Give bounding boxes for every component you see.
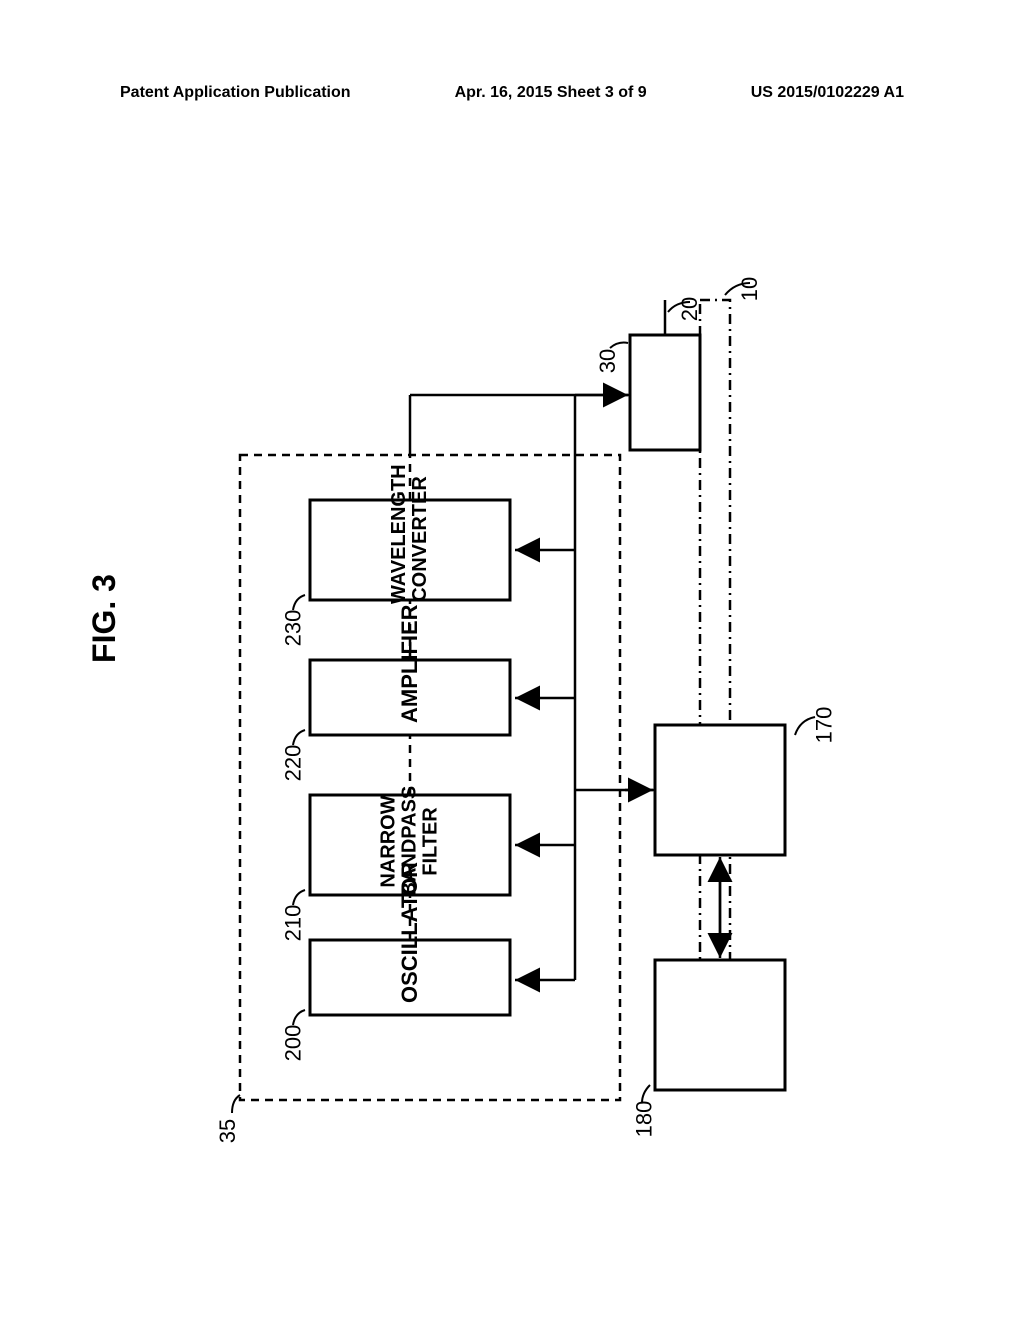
ref-200: 200 xyxy=(280,1025,306,1062)
ref-220: 220 xyxy=(280,745,306,782)
figure-title: FIG. 3 xyxy=(86,574,123,663)
ref-180: 180 xyxy=(631,1101,657,1138)
ref-10: 10 xyxy=(737,277,763,301)
converter-label: WAVELENGTHCONVERTER xyxy=(389,474,431,604)
diagram-svg xyxy=(180,240,860,1140)
oscillator-label: OSCILLATOR xyxy=(397,953,423,1003)
amplifier-label: AMPLIFIER xyxy=(397,673,423,723)
header-left: Patent Application Publication xyxy=(120,84,351,102)
ref-170: 170 xyxy=(811,707,837,744)
header-center: Apr. 16, 2015 Sheet 3 of 9 xyxy=(455,84,647,102)
ref-30: 30 xyxy=(595,349,621,373)
filter-label: NARROWBANDPASSFILTER xyxy=(379,787,442,897)
diagram: OSCILLATOR NARROWBANDPASSFILTER AMPLIFIE… xyxy=(180,240,860,1140)
ref-35: 35 xyxy=(215,1119,241,1143)
ref-20: 20 xyxy=(677,297,703,321)
ref-210: 210 xyxy=(280,905,306,942)
ref-230: 230 xyxy=(280,610,306,647)
header-right: US 2015/0102229 A1 xyxy=(751,84,904,102)
